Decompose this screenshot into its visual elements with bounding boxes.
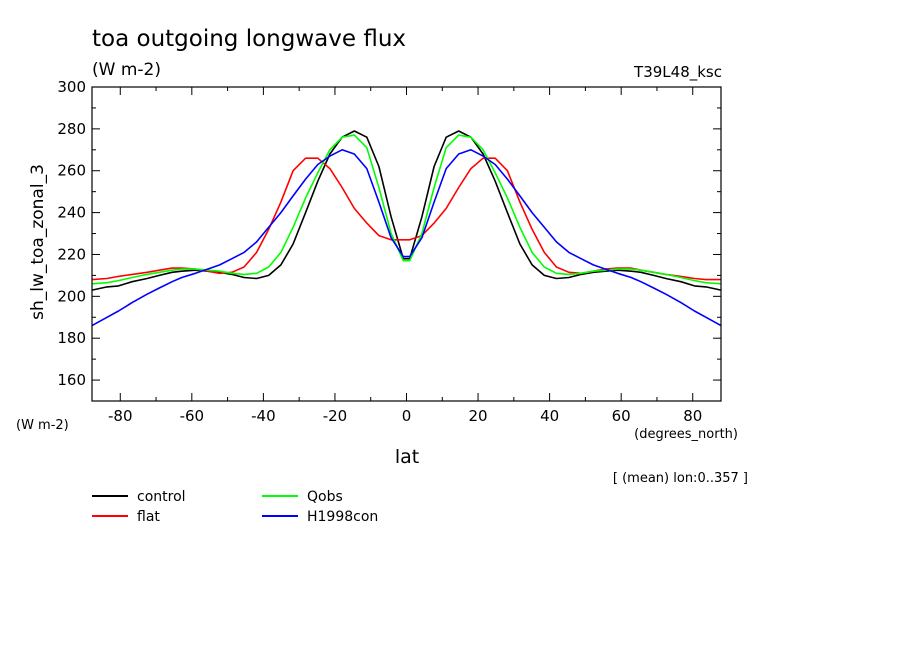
y-tick-label: 300 [57, 78, 86, 96]
legend-label: flat [137, 509, 160, 525]
legend: control flat Qobs H1998con [92, 489, 378, 525]
chart-title: toa outgoing longwave flux [92, 26, 406, 52]
y-tick-label: 200 [57, 287, 86, 305]
x-axis-units: (degrees_north) [634, 427, 738, 442]
y-tick-label: 260 [57, 162, 86, 180]
legend-item-qobs: Qobs [262, 489, 343, 505]
y-tick-label: 240 [57, 204, 86, 222]
legend-item-h1998con: H1998con [262, 509, 378, 525]
legend-label: H1998con [307, 509, 378, 525]
x-axis-label: lat [395, 446, 419, 468]
y-axis-label: sh_lw_toa_zonal_3 [28, 164, 48, 320]
x-tick-label: 0 [402, 407, 412, 425]
x-tick-label: -40 [251, 407, 276, 425]
series-line-control [91, 130, 722, 291]
x-axis: -80 -60 -40 -20 0 20 40 60 80 [108, 87, 702, 425]
plot-lines [91, 130, 722, 327]
mean-note: [ (mean) lon:0..357 ] [613, 471, 748, 486]
chart-units: (W m-2) [92, 60, 161, 80]
series-line-h1998con [91, 149, 722, 327]
x-tick-label: -60 [180, 407, 205, 425]
series-line-qobs [91, 134, 722, 285]
legend-item-control: control [92, 489, 186, 505]
y-axis: 160 180 200 220 240 260 280 300 [57, 78, 721, 389]
y-axis-units: (W m-2) [16, 418, 69, 433]
legend-label: Qobs [307, 489, 343, 505]
y-tick-label: 280 [57, 120, 86, 138]
x-tick-label: 40 [540, 407, 559, 425]
x-tick-label: -80 [108, 407, 133, 425]
y-tick-label: 160 [57, 371, 86, 389]
legend-item-flat: flat [92, 509, 160, 525]
legend-label: control [137, 489, 186, 505]
y-tick-label: 220 [57, 245, 86, 263]
x-tick-label: 80 [683, 407, 702, 425]
plot-frame [91, 86, 722, 402]
x-tick-label: 60 [612, 407, 631, 425]
run-label: T39L48_ksc [633, 63, 722, 82]
x-tick-label: -20 [323, 407, 348, 425]
y-tick-label: 180 [57, 329, 86, 347]
x-tick-label: 20 [469, 407, 488, 425]
